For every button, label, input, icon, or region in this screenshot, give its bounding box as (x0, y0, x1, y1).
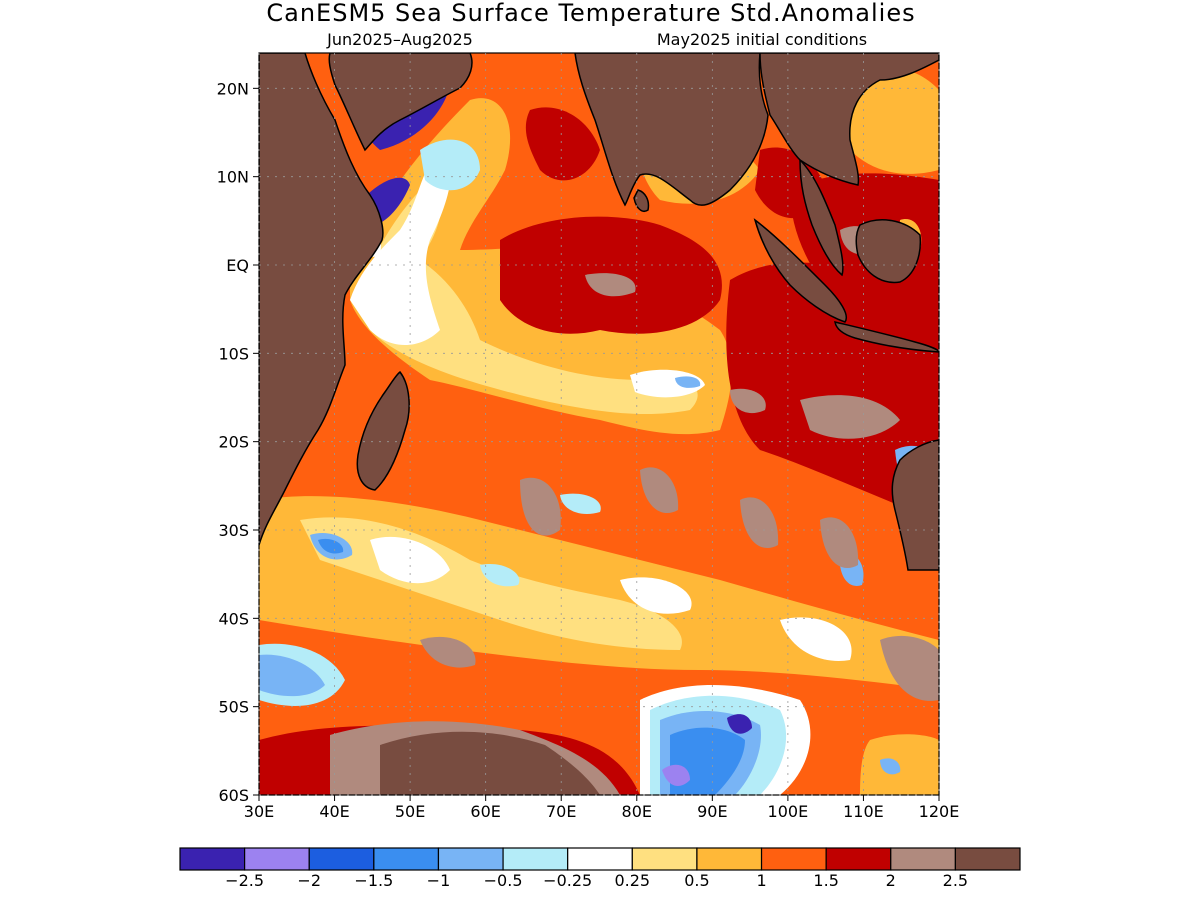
colorbar-label: −2 (297, 871, 321, 890)
lon-tick-label: 80E (622, 802, 652, 821)
australia-land (891, 439, 939, 571)
anomaly-region (727, 714, 752, 734)
lon-tick-label: 110E (843, 802, 884, 821)
colorbar-swatch (760, 847, 827, 871)
colorbar-swatch (373, 847, 440, 871)
season-subtitle: Jun2025–Aug2025 (326, 30, 473, 49)
malay-peninsula-land (799, 158, 844, 277)
lat-tick-label: 10S (218, 344, 249, 363)
java-land (834, 321, 939, 353)
anomaly-region (860, 734, 939, 795)
anomaly-region (780, 617, 852, 661)
colorbar-swatch (631, 847, 698, 871)
anomaly-region (726, 262, 939, 520)
colorbar-label: 1.5 (813, 871, 838, 890)
lat-tick-label: 20S (218, 433, 249, 452)
lon-tick-label: 50E (395, 802, 425, 821)
colorbar-swatch (502, 847, 569, 871)
colorbar-label: −2.5 (225, 871, 264, 890)
anomaly-region (820, 517, 859, 568)
anomaly-region (740, 497, 779, 548)
anomaly-region (675, 376, 701, 388)
lon-tick-label: 90E (697, 802, 727, 821)
colorbar-swatch (890, 847, 956, 871)
anomaly-region (370, 536, 450, 584)
colorbar-swatch (308, 847, 375, 871)
india-land (574, 53, 769, 207)
anomaly-region (880, 635, 939, 701)
colorbar-swatch (244, 847, 310, 871)
anomaly-field (259, 53, 939, 795)
anomaly-region (420, 139, 480, 191)
lon-tick-label: 70E (546, 802, 576, 821)
colorbar-label: 2.5 (943, 871, 968, 890)
anomaly-region (662, 764, 690, 786)
colorbar-label: −0.25 (543, 871, 592, 890)
sumatra-land (753, 218, 847, 323)
anomaly-region (585, 273, 636, 297)
colorbar-swatch (567, 847, 633, 871)
anomaly-region (800, 395, 900, 439)
sri-lanka-land (633, 189, 650, 212)
anomaly-region (350, 150, 451, 345)
anomaly-region (420, 636, 476, 668)
indochina-land (759, 53, 939, 186)
colorbar-label: 2 (886, 871, 896, 890)
anomaly-region (620, 577, 692, 614)
anomaly-region (520, 477, 561, 536)
lon-tick-label: 100E (768, 802, 809, 821)
colorbar-label: 0.5 (684, 871, 709, 890)
colorbar-label: −1 (427, 871, 451, 890)
lon-tick-label: 30E (244, 802, 274, 821)
lon-tick-label: 40E (319, 802, 349, 821)
init-conditions-subtitle: May2025 initial conditions (657, 30, 867, 49)
arabia-land (328, 53, 473, 152)
anomaly-region (640, 467, 679, 514)
lat-tick-label: 20N (217, 79, 249, 98)
lat-tick-label: 10N (217, 168, 249, 187)
anomaly-region (480, 564, 520, 587)
colorbar-swatch (954, 847, 1021, 871)
borneo-land (855, 219, 922, 284)
colorbar-label: 1 (756, 871, 766, 890)
anomaly-region (259, 654, 325, 697)
colorbar: −2.5 −2 −1.5 −1 −0.5 −0.25 0.25 0.5 1 1.5 2 2.5 (179, 847, 1021, 890)
colorbar-swatch (437, 847, 504, 871)
madagascar-land (356, 370, 410, 491)
map-title: CanESM5 Sea Surface Temperature Std.Anom… (266, 0, 915, 27)
anomaly-region (525, 107, 600, 181)
anomaly-region (880, 758, 901, 775)
anomaly-region (560, 493, 601, 515)
colorbar-label: −0.5 (484, 871, 523, 890)
anomaly-region (380, 731, 600, 795)
colorbar-swatch (179, 847, 246, 871)
colorbar-swatch (696, 847, 763, 871)
lon-tick-label: 120E (919, 802, 960, 821)
lat-tick-label: 50S (218, 698, 249, 717)
plot-frame (258, 52, 940, 796)
lat-tick-label: 40S (218, 609, 249, 628)
colorbar-label: −1.5 (354, 871, 393, 890)
lon-tick-label: 60E (470, 802, 500, 821)
lat-tick-label: 60S (218, 786, 249, 805)
lat-tick-label: EQ (226, 256, 249, 275)
colorbar-swatch (825, 847, 892, 871)
colorbar-label: 0.25 (614, 871, 650, 890)
anomaly-region (360, 180, 698, 415)
anomaly-region (318, 538, 344, 554)
lat-tick-label: 30S (218, 521, 249, 540)
gridlines (258, 53, 940, 796)
africa-land (259, 53, 384, 546)
anomaly-region (848, 66, 939, 174)
anomaly-region (730, 388, 766, 414)
